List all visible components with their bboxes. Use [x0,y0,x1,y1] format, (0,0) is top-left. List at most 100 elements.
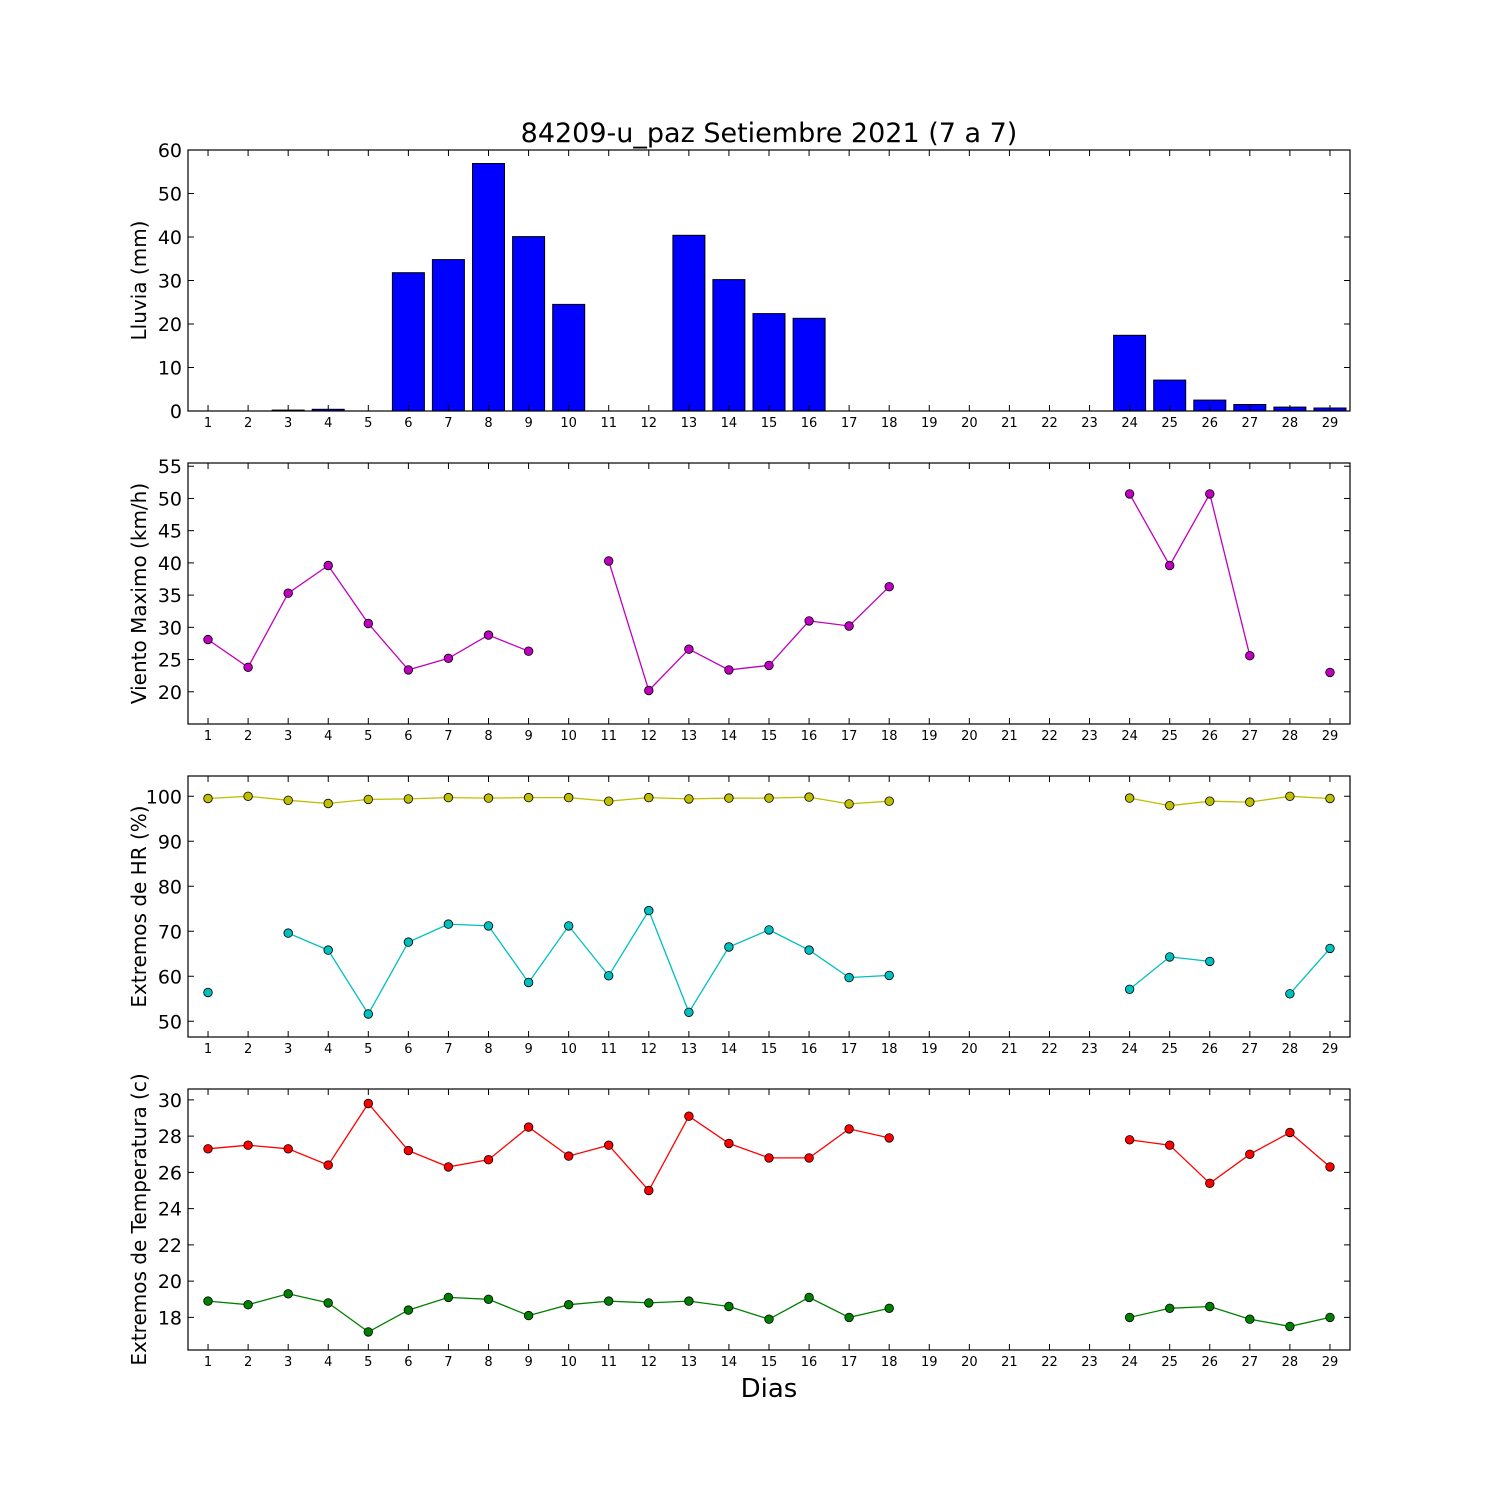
xtick-label: 23 [1081,416,1098,431]
point-day-4 [323,798,333,809]
point-day-7 [443,653,454,664]
xtick-label: 11 [600,1355,617,1370]
ytick-label: 100 [146,786,182,808]
xtick-label: 19 [921,729,938,744]
bar-day-13 [672,234,706,412]
xtick-label: 7 [444,1042,452,1057]
xtick-label: 18 [881,729,898,744]
series-line [1129,492,1251,656]
xtick-label: 15 [761,1355,778,1370]
point-day-12 [644,1185,654,1196]
point-day-15 [764,793,774,803]
point-day-6 [403,794,414,804]
point-day-17 [844,1124,854,1134]
xtick-label: 25 [1161,416,1178,431]
point-day-26 [1205,796,1215,806]
x-axis-label: Dias [741,1374,798,1404]
point-day-16 [804,1153,814,1163]
xtick-label: 26 [1201,729,1218,744]
point-day-12 [644,905,654,916]
y-axis-label: Extremos de HR (%) [127,805,151,1007]
xtick-label: 29 [1322,1355,1339,1370]
point-day-3 [283,795,293,806]
point-day-27 [1245,797,1255,807]
point-day-14 [724,793,734,803]
xtick-label: 7 [444,729,452,744]
xtick-label: 12 [641,1042,658,1057]
xtick-label: 6 [404,729,412,744]
xtick-label: 9 [524,729,532,744]
point-day-2 [243,662,253,673]
bar-day-24 [1113,334,1147,412]
point-day-17 [844,799,854,809]
xtick-label: 22 [1041,1355,1058,1370]
xtick-label: 2 [244,416,252,431]
series-line [1129,956,1210,990]
xtick-label: 17 [841,416,858,431]
point-day-6 [403,665,414,675]
point-day-29 [1325,1312,1335,1323]
xtick-label: 1 [204,416,212,431]
ytick-label: 10 [158,358,182,380]
point-day-8 [483,793,494,803]
axes-frame [187,775,1351,1038]
ytick-label: 22 [158,1235,182,1257]
xtick-label: 1 [204,729,212,744]
series-line [207,1293,890,1333]
point-day-10 [564,792,574,803]
xtick-label: 13 [681,1042,698,1057]
point-day-14 [724,1301,734,1312]
xtick-label: 23 [1081,729,1098,744]
xtick-label: 18 [881,1042,898,1057]
point-day-4 [323,1298,333,1308]
point-day-11 [604,556,614,566]
xtick-label: 8 [484,729,492,744]
point-day-26 [1205,956,1215,967]
xtick-label: 2 [244,1042,252,1057]
xtick-label: 4 [324,729,332,744]
point-day-24 [1124,1135,1135,1145]
ytick-label: 40 [158,553,182,575]
xtick-label: 18 [881,1355,898,1370]
xtick-label: 25 [1161,1355,1178,1370]
point-day-18 [884,1133,894,1143]
point-day-25 [1164,952,1175,962]
xtick-label: 28 [1282,416,1299,431]
point-day-4 [323,560,333,571]
point-day-15 [764,925,774,935]
xtick-label: 8 [484,1355,492,1370]
xtick-label: 27 [1242,1042,1259,1057]
xtick-label: 15 [761,729,778,744]
point-day-24 [1124,489,1135,499]
xtick-label: 6 [404,1355,412,1370]
point-day-13 [684,1111,694,1121]
point-day-9 [523,1122,534,1132]
point-day-11 [604,1296,614,1306]
xtick-label: 21 [1001,1355,1018,1370]
point-day-16 [804,792,814,802]
xtick-label: 2 [244,1355,252,1370]
point-day-10 [564,1151,574,1161]
point-day-24 [1124,793,1135,803]
point-day-5 [363,618,374,629]
xtick-label: 4 [324,1042,332,1057]
xtick-label: 16 [801,1042,818,1057]
ytick-label: 40 [158,227,182,249]
xtick-label: 24 [1121,416,1138,431]
xtick-label: 14 [721,729,738,744]
point-day-24 [1124,1312,1135,1323]
axes-frame [187,462,1351,725]
point-day-4 [323,1160,333,1170]
xtick-label: 24 [1121,729,1138,744]
point-day-2 [243,1140,253,1150]
xtick-label: 8 [484,1042,492,1057]
point-day-17 [844,1312,854,1323]
ytick-label: 30 [158,617,182,639]
point-day-8 [483,921,494,931]
point-day-5 [363,1009,374,1019]
point-day-29 [1325,793,1335,804]
point-day-24 [1124,984,1135,995]
ytick-label: 0 [170,401,182,423]
